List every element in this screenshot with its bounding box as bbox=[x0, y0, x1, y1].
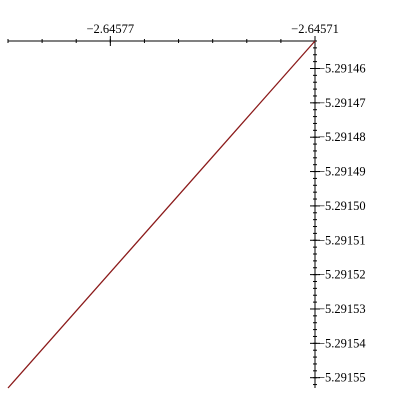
x-tick-label: −2.64571 bbox=[291, 22, 339, 36]
series-layer bbox=[7, 40, 316, 389]
y-tick-label: −5.29150 bbox=[318, 199, 366, 213]
y-tick-label: −5.29153 bbox=[318, 302, 366, 316]
axes bbox=[7, 36, 320, 388]
y-tick-label: −5.29155 bbox=[318, 371, 366, 385]
y-tick-label: −5.29148 bbox=[318, 130, 366, 144]
y-tick-label: −5.29151 bbox=[318, 233, 366, 247]
y-tick-label: −5.29152 bbox=[318, 268, 366, 282]
x-tick-label: −2.64577 bbox=[86, 22, 134, 36]
y-tick-label: −5.29147 bbox=[318, 96, 366, 110]
series-line bbox=[7, 40, 316, 389]
y-tick-label: −5.29149 bbox=[318, 165, 366, 179]
y-tick-label: −5.29146 bbox=[318, 61, 366, 75]
tick-labels: −2.64577 −2.64571 −5.29146 −5.29147 −5.29148… bbox=[86, 22, 366, 385]
y-tick-label: −5.29154 bbox=[318, 336, 366, 350]
